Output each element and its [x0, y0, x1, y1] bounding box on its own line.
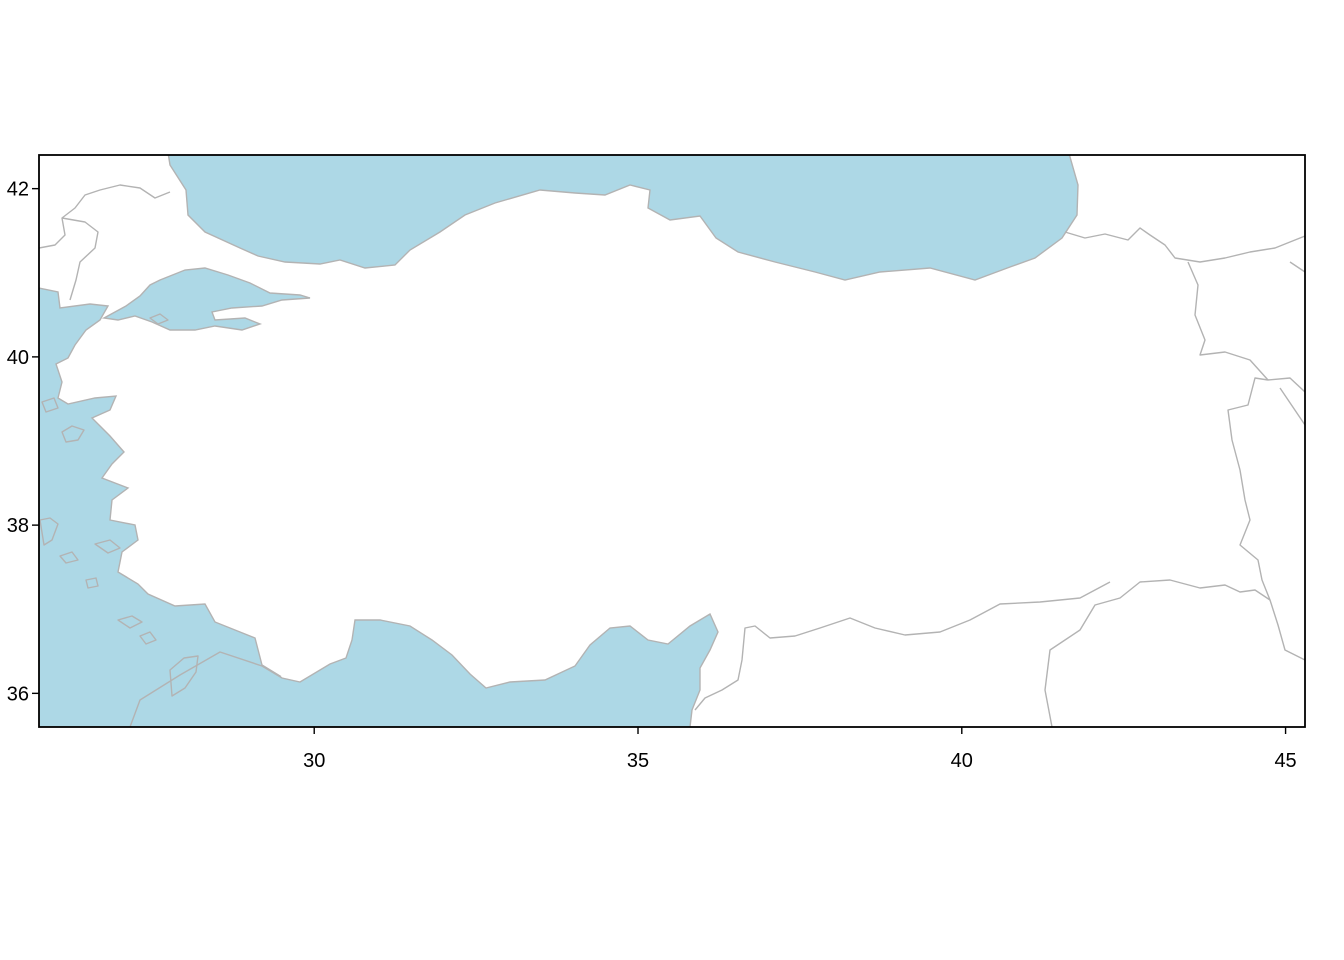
rhodes-island — [169, 655, 199, 697]
y-tick-label: 38 — [7, 515, 29, 537]
black-sea-water — [167, 155, 1079, 281]
x-tick-label: 45 — [1274, 750, 1296, 772]
marmara-island — [149, 313, 169, 325]
x-axis: 30 35 40 45 — [303, 727, 1297, 772]
small-island-3 — [139, 631, 157, 645]
x-tick-label: 35 — [627, 750, 649, 772]
mediterranean-sea-water — [129, 612, 719, 727]
iraq-border — [1044, 579, 1271, 727]
armenia-border — [1187, 261, 1269, 381]
y-axis: 36 38 40 42 — [7, 179, 39, 705]
samos-island — [94, 539, 121, 554]
x-tick-label: 30 — [303, 750, 325, 772]
y-tick-label: 36 — [7, 683, 29, 705]
imbros-island — [41, 397, 59, 413]
y-tick-label: 40 — [7, 347, 29, 369]
x-tick-label: 40 — [951, 750, 973, 772]
bulgaria-border — [39, 184, 171, 249]
chios-island — [39, 517, 59, 546]
sea-of-marmara-water — [101, 267, 311, 331]
azerbaijan-border — [1267, 261, 1305, 426]
y-tick-label: 42 — [7, 179, 29, 201]
iran-border — [1227, 377, 1305, 661]
aegean-sea-water — [39, 287, 282, 727]
kos-island — [117, 615, 143, 629]
greece-turkey-border — [61, 217, 99, 301]
lesbos-island — [61, 425, 85, 443]
map-layers — [39, 155, 1305, 727]
georgia-border — [1064, 227, 1305, 263]
country-borders — [39, 184, 1305, 727]
syria-border — [694, 581, 1111, 711]
small-island-1 — [59, 551, 79, 564]
small-island-2 — [85, 577, 99, 589]
map-panel-frame — [38, 154, 1306, 728]
